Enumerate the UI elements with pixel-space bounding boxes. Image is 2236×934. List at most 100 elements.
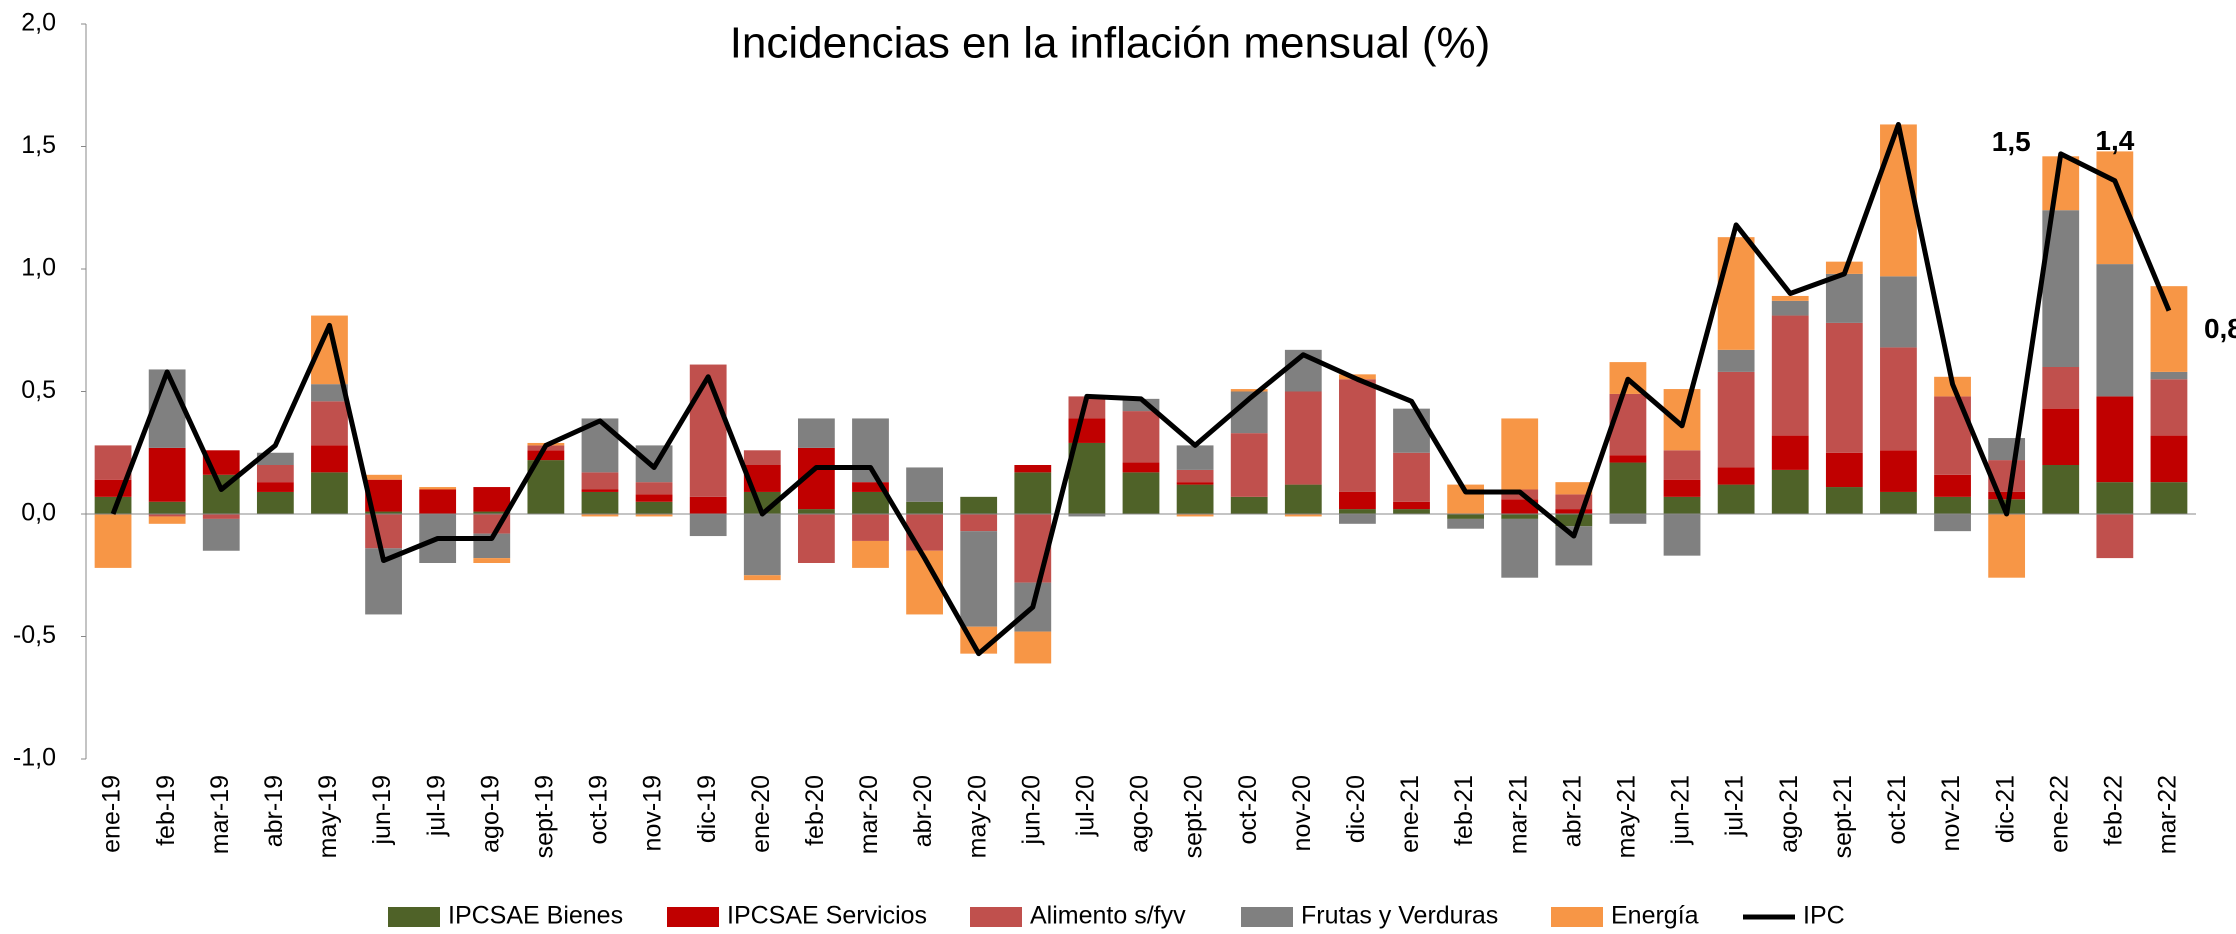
x-tick-label: nov-21 [1937,775,1965,851]
bar-segment [2096,482,2134,514]
y-tick-label: 0,0 [21,499,56,527]
bar-segment [635,501,673,514]
x-tick-label: nov-19 [639,775,667,851]
data-label: 0,8 [2204,313,2236,344]
bar-segment [1393,408,1430,453]
x-tick-label: sept-20 [1180,775,1208,858]
bar-segment [1663,450,1701,480]
bar-segment [1447,514,1485,519]
bar-segment [2042,367,2080,409]
y-tick-label: 1,0 [21,254,56,282]
bar-segment [1717,484,1755,514]
x-tick-label: dic-20 [1342,775,1370,843]
bar-segment [1284,514,1322,517]
bar-segment [1068,442,1106,514]
x-tick-label: sept-21 [1829,775,1857,858]
bar-segment [1447,518,1485,529]
bar-segment [1014,514,1052,583]
y-tick-label: 0,5 [21,376,56,404]
bar-segment [1771,469,1809,514]
bar-segment [1717,237,1755,350]
legend-label: Alimento s/fyv [1030,902,1186,930]
x-tick-label: feb-20 [801,775,829,846]
legend-label: IPCSAE Bienes [448,902,623,930]
legend-label: Energía [1611,902,1699,930]
bar-segment [1393,452,1430,502]
bar-segment [1014,465,1052,473]
bar-segment [148,501,186,514]
bar-segment [1880,491,1917,514]
legend-swatch [667,907,719,927]
x-tick-label: feb-22 [2099,775,2127,846]
bar-segment [1339,509,1376,514]
legend-swatch [1241,907,1293,927]
x-tick-label: may-19 [314,775,342,858]
bar-segment [1555,509,1593,514]
bar-segment [1934,396,1971,475]
bar-segment [1609,514,1647,524]
bar-segment [906,514,943,551]
bar-segment [473,511,511,514]
bar-segment [1393,509,1430,514]
bar-segment [852,482,889,492]
bar-segment [2096,514,2134,559]
bar-segment [1068,396,1106,419]
bar-segment [743,514,781,576]
bar-segment [1880,276,1917,348]
bar-segment [581,489,619,492]
data-label: 1,4 [2095,125,2134,156]
bar-segment [581,514,619,517]
bar-segment [473,487,511,512]
bar-segment [202,514,240,519]
y-tick-label: 2,0 [21,9,56,37]
bar-segment [1176,514,1214,517]
x-tick-label: mar-21 [1504,775,1532,854]
bar-segment [1501,418,1539,490]
bar-segment [1501,518,1539,578]
bar-segment [1230,389,1268,392]
bar-segment [1988,491,2026,500]
y-tick-label: -1,0 [13,744,56,772]
bar-segment [1122,411,1160,463]
legend-label: Frutas y Verduras [1301,902,1498,930]
bar-segment [1014,631,1052,664]
legend-label: IPCSAE Servicios [727,902,927,930]
bar-segment [689,514,727,537]
legend-label: IPC [1803,902,1845,930]
bar-segment [1825,273,1863,323]
x-tick-label: ene-21 [1396,775,1424,853]
legend-swatch [388,907,440,927]
x-tick-label: mar-19 [206,775,234,854]
bar-segment [689,364,727,497]
bar-segment [635,482,673,495]
bar-segment [960,514,998,532]
bar-segment [1717,349,1755,372]
x-tick-label: ago-19 [476,775,504,853]
bar-segment [2150,435,2188,483]
bar-segment [365,511,402,514]
x-tick-label: dic-19 [693,775,721,843]
bar-segment [311,401,348,446]
bar-segment [797,418,835,448]
bar-segment [1988,514,2026,578]
x-tick-label: mar-22 [2154,775,2182,854]
bar-segment [581,472,619,490]
bar-segment [852,514,889,541]
data-label: 1,5 [1992,126,2031,157]
bar-segment [1230,433,1268,497]
bar-segment [148,447,186,502]
bar-segment [852,491,889,514]
bar-segment [743,575,781,581]
x-tick-label: dic-21 [1991,775,2019,843]
bar-segment [1176,482,1214,485]
bar-segment [94,514,132,568]
bar-segment [960,531,998,627]
x-tick-label: abr-21 [1558,775,1586,847]
bar-segment [311,472,348,514]
x-tick-label: abr-19 [260,775,288,847]
x-tick-label: jul-21 [1721,775,1749,837]
bar-segment [1717,467,1755,485]
bar-segment [635,494,673,502]
bar-segment [1771,295,1809,301]
y-tick-label: 1,5 [21,131,56,159]
